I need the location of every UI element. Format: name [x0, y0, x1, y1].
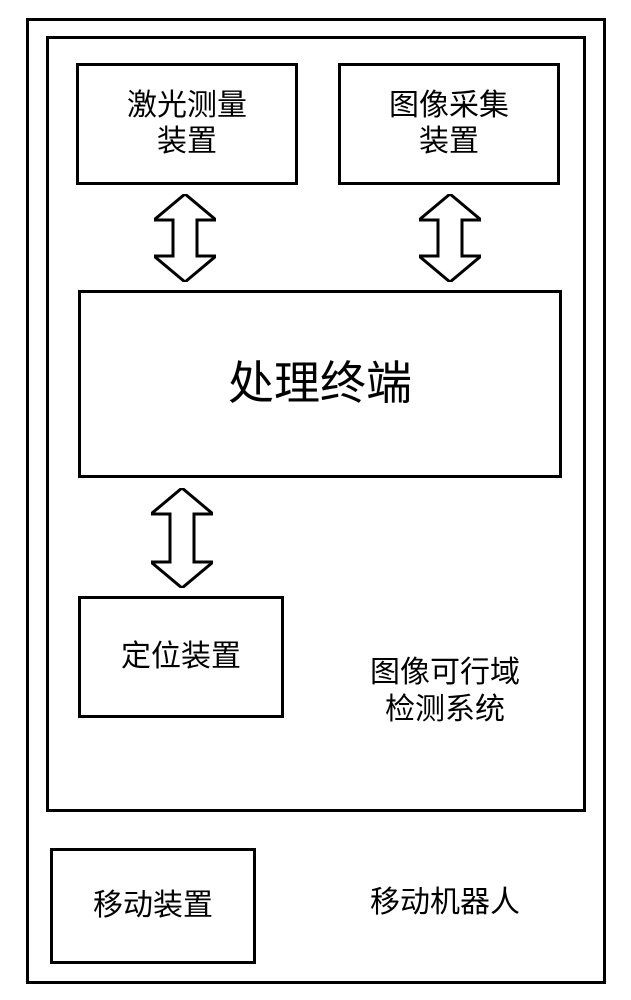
double-arrow-icon — [154, 194, 216, 282]
robot-caption: 移动机器人 — [330, 884, 560, 922]
mobile-device-label: 移动装置 — [93, 888, 213, 924]
image-capture-device-label: 图像采集 装置 — [389, 88, 509, 160]
double-arrow-icon — [419, 194, 481, 282]
double-arrow-icon — [151, 488, 213, 588]
system-caption-text: 图像可行域 检测系统 — [370, 656, 520, 727]
positioning-device-box: 定位装置 — [78, 596, 284, 718]
positioning-device-label: 定位装置 — [121, 639, 241, 675]
processing-terminal-label: 处理终端 — [228, 356, 412, 411]
image-capture-device-box: 图像采集 装置 — [338, 63, 560, 185]
system-caption: 图像可行域 检测系统 — [330, 616, 560, 729]
processing-terminal-box: 处理终端 — [78, 290, 562, 478]
laser-measure-device-box: 激光测量 装置 — [76, 63, 298, 185]
robot-caption-text: 移动机器人 — [370, 886, 520, 919]
mobile-device-box: 移动装置 — [50, 848, 256, 964]
laser-measure-device-label: 激光测量 装置 — [127, 88, 247, 160]
